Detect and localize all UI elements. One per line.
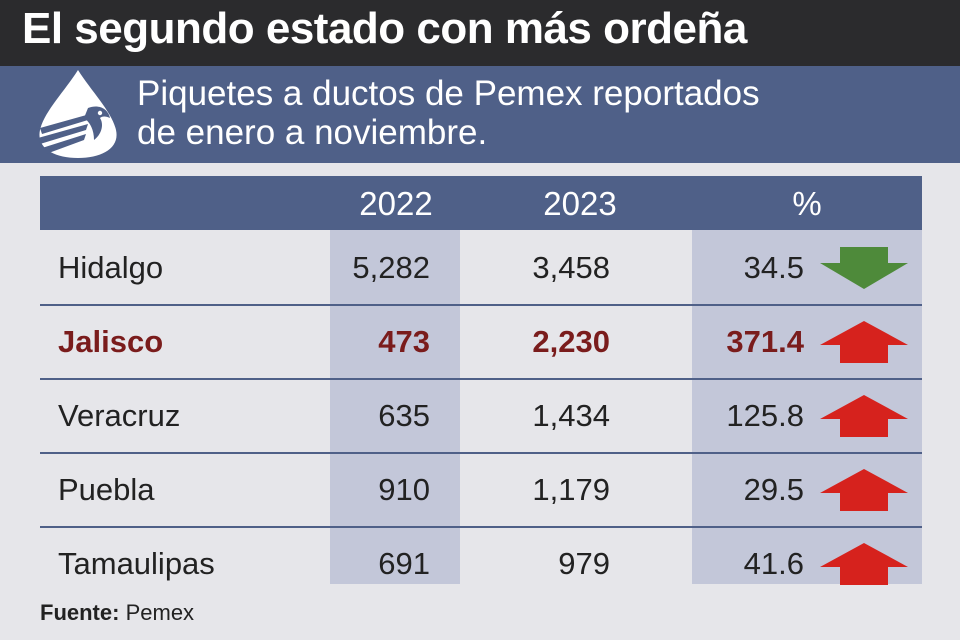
source-value: Pemex — [125, 600, 195, 625]
value-2022: 691 — [378, 546, 430, 581]
state-name: Jalisco — [58, 324, 164, 359]
value-2022: 910 — [378, 472, 430, 507]
row-separator — [40, 378, 922, 380]
table-header: 2022 2023 % — [40, 176, 922, 230]
percent-change: 41.6 — [743, 546, 804, 581]
state-name: Veracruz — [58, 398, 181, 433]
table-row: Puebla 910 1,179 29.5 — [40, 454, 922, 526]
table-row: Veracruz 635 1,434 125.8 — [40, 380, 922, 452]
pemex-logo-icon — [38, 70, 117, 158]
row-separator — [40, 304, 922, 306]
value-2023: 2,230 — [532, 324, 610, 359]
table-row: Hidalgo 5,282 3,458 34.5 — [40, 232, 922, 304]
value-2023: 3,458 — [532, 250, 610, 285]
value-2022: 5,282 — [352, 250, 430, 285]
up-arrow-icon — [820, 543, 908, 585]
row-separator — [40, 452, 922, 454]
header-percent: % — [792, 185, 822, 222]
value-2023: 979 — [558, 546, 610, 581]
row-separator — [40, 526, 922, 528]
percent-change: 29.5 — [743, 472, 804, 507]
down-arrow-icon — [820, 247, 908, 289]
up-arrow-icon — [820, 321, 908, 363]
state-name: Puebla — [58, 472, 155, 507]
percent-change: 371.4 — [726, 324, 804, 359]
subtitle-bar — [0, 66, 960, 163]
state-name: Tamaulipas — [58, 546, 215, 581]
percent-change: 34.5 — [743, 250, 804, 285]
title-bar — [0, 0, 960, 66]
data-table: 2022 2023 % Hidalgo 5,282 3,458 34.5 Jalisco… — [40, 176, 922, 585]
state-name: Hidalgo — [58, 250, 164, 285]
value-2023: 1,434 — [532, 398, 610, 433]
source-note: Fuente: Pemex — [40, 600, 194, 626]
subtitle-line-1: Piquetes a ductos de Pemex reportados — [137, 74, 760, 113]
header-2023: 2023 — [543, 185, 617, 222]
table-row: Tamaulipas 691 979 41.6 — [40, 528, 922, 600]
percent-change: 125.8 — [726, 398, 804, 433]
table-row: Jalisco 473 2,230 371.4 — [40, 306, 922, 378]
subtitle-line-2: de enero a noviembre. — [137, 113, 488, 152]
value-2022: 473 — [378, 324, 430, 359]
header-2022: 2022 — [359, 185, 433, 222]
shade-2022-column — [330, 230, 460, 584]
value-2023: 1,179 — [532, 472, 610, 507]
page-title: El segundo estado con más ordeña — [22, 4, 747, 53]
up-arrow-icon — [820, 469, 908, 511]
subtitle: Piquetes a ductos de Pemex reportados de… — [137, 74, 760, 152]
up-arrow-icon — [820, 395, 908, 437]
value-2022: 635 — [378, 398, 430, 433]
source-label: Fuente: — [40, 600, 120, 625]
